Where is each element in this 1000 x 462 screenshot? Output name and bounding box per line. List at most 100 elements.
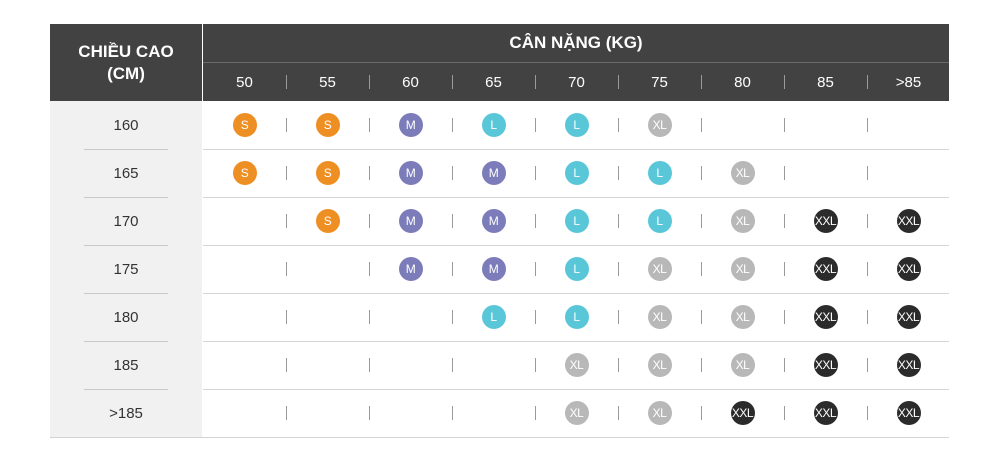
size-badge-m: M	[398, 209, 423, 233]
size-badge-m: M	[398, 113, 423, 137]
cell-separator	[701, 310, 702, 324]
cell-separator	[618, 358, 619, 372]
row-divider	[203, 149, 949, 150]
cell-separator	[369, 406, 370, 420]
height-divider	[84, 149, 168, 150]
cell-separator	[618, 310, 619, 324]
row-divider	[203, 197, 949, 198]
size-badge-xl: XL	[647, 401, 672, 425]
cell-separator	[701, 118, 702, 132]
cell-separator	[618, 406, 619, 420]
size-badge-xxl: XXL	[813, 305, 838, 329]
cell-separator	[369, 166, 370, 180]
cell-separator	[784, 166, 785, 180]
size-badge-xl: XL	[564, 353, 589, 377]
size-badge-xl: XL	[647, 305, 672, 329]
size-badge-l: L	[564, 161, 589, 185]
header-separator	[369, 75, 370, 89]
size-badge-s: S	[232, 113, 257, 137]
row-divider	[203, 293, 949, 294]
size-badge-l: L	[647, 209, 672, 233]
cell-separator	[286, 262, 287, 276]
cell-separator	[535, 310, 536, 324]
weight-header-cell: >85	[895, 73, 922, 91]
size-badge-xxl: XXL	[813, 209, 838, 233]
weight-header-cell: 70	[568, 73, 585, 91]
size-badge-s: S	[315, 161, 340, 185]
row-divider	[203, 245, 949, 246]
cell-separator	[535, 406, 536, 420]
weight-header-cell: 55	[319, 73, 336, 91]
cell-separator	[369, 358, 370, 372]
size-badge-l: L	[564, 113, 589, 137]
size-badge-xl: XL	[730, 305, 755, 329]
cell-separator	[452, 214, 453, 228]
cell-separator	[867, 358, 868, 372]
size-badge-xl: XL	[730, 209, 755, 233]
size-chart-table: CHIỀU CAO (CM) CÂN NẶNG (KG) 50 55 60 65 70 7…	[50, 24, 949, 438]
size-badge-l: L	[481, 305, 506, 329]
cell-separator	[286, 166, 287, 180]
cell-separator	[867, 118, 868, 132]
weight-values-row: 50 55 60 65 70 75 80 85 >85	[203, 62, 949, 101]
cell-separator	[618, 214, 619, 228]
size-badge-m: M	[481, 257, 506, 281]
weight-header: CÂN NẶNG (KG)	[203, 24, 949, 62]
cell-separator	[784, 310, 785, 324]
height-header-line1: CHIỀU CAO	[78, 41, 174, 61]
cell-separator	[784, 262, 785, 276]
cell-separator	[701, 406, 702, 420]
cell-separator	[286, 214, 287, 228]
height-header-line2: (CM)	[107, 63, 145, 83]
size-badge-xl: XL	[730, 161, 755, 185]
cell-separator	[867, 310, 868, 324]
row-divider	[203, 389, 949, 390]
header-separator	[618, 75, 619, 89]
size-badge-l: L	[481, 113, 506, 137]
row-divider	[203, 341, 949, 342]
height-values-column: 160 165 170 175 180 185 >185	[50, 101, 202, 438]
cell-separator	[369, 214, 370, 228]
header-separator	[784, 75, 785, 89]
cell-separator	[867, 166, 868, 180]
weight-header-cell: 50	[236, 73, 253, 91]
header-separator	[535, 75, 536, 89]
height-cell: 160	[113, 116, 139, 134]
size-badge-xl: XL	[647, 353, 672, 377]
weight-header-cell: 75	[651, 73, 668, 91]
cell-separator	[618, 166, 619, 180]
weight-header-cell: 80	[734, 73, 751, 91]
cell-separator	[286, 358, 287, 372]
height-cell: 175	[113, 260, 139, 278]
cell-separator	[452, 118, 453, 132]
size-badge-l: L	[564, 305, 589, 329]
height-divider	[84, 293, 168, 294]
cell-separator	[535, 358, 536, 372]
cell-separator	[784, 214, 785, 228]
height-cell: 180	[113, 308, 139, 326]
size-badge-l: L	[564, 209, 589, 233]
header-separator	[286, 75, 287, 89]
cell-separator	[784, 358, 785, 372]
size-badge-xxl: XXL	[813, 353, 838, 377]
cell-separator	[286, 406, 287, 420]
cell-separator	[452, 166, 453, 180]
cell-separator	[452, 310, 453, 324]
cell-separator	[784, 118, 785, 132]
cell-separator	[452, 358, 453, 372]
cell-separator	[286, 310, 287, 324]
cell-separator	[535, 262, 536, 276]
size-badge-s: S	[315, 209, 340, 233]
size-badge-xxl: XXL	[813, 401, 838, 425]
cell-separator	[369, 310, 370, 324]
size-badge-xxl: XXL	[730, 401, 755, 425]
header-separator	[867, 75, 868, 89]
cell-separator	[784, 406, 785, 420]
cell-separator	[701, 262, 702, 276]
cell-separator	[452, 262, 453, 276]
height-cell: 185	[113, 356, 139, 374]
cell-separator	[618, 118, 619, 132]
size-badge-xxl: XXL	[896, 305, 921, 329]
cell-separator	[535, 166, 536, 180]
header-separator	[452, 75, 453, 89]
